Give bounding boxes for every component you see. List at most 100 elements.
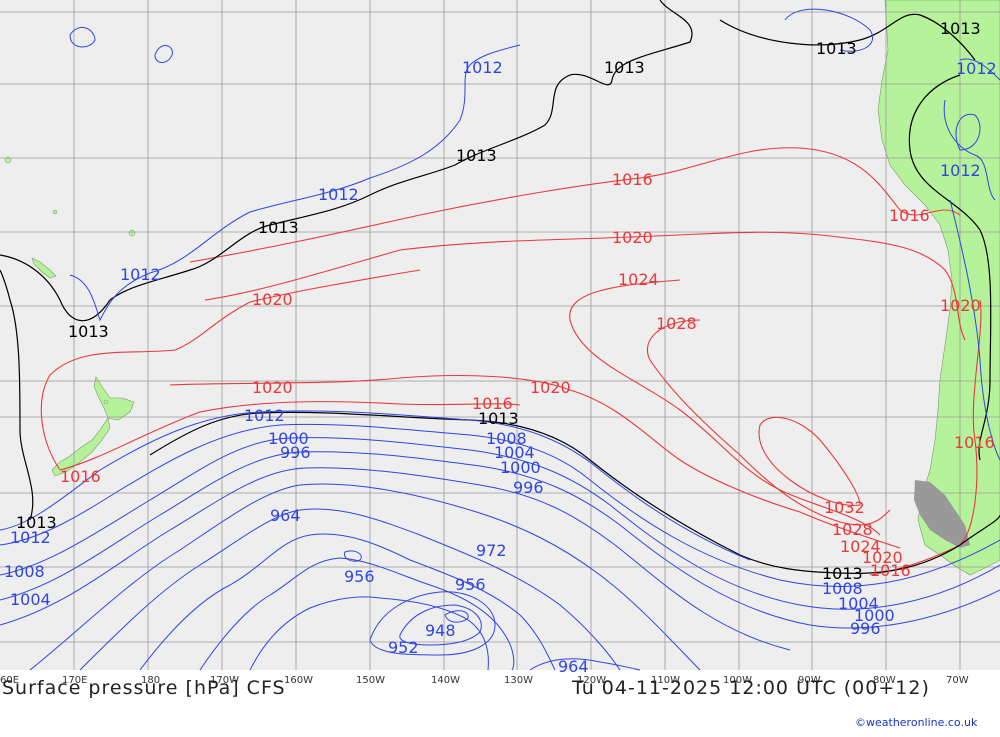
- label-956-b: 956: [455, 575, 486, 594]
- land-island: [128, 229, 136, 237]
- lon-label: 90W: [798, 675, 821, 686]
- label-996-cluster: 996: [280, 443, 311, 462]
- isobar-1013-ne: [719, 13, 976, 61]
- label-1013-i: 1013: [822, 564, 863, 583]
- isobar-1012-sa2: [959, 58, 1000, 81]
- label-1004-w: 1004: [10, 590, 51, 609]
- isobar-1012-sa: [943, 99, 996, 201]
- label-1016-f: 1016: [954, 433, 995, 452]
- label-1020-c: 1020: [252, 378, 293, 397]
- label-956-a: 956: [344, 567, 375, 586]
- isobar-1012-south: [0, 410, 751, 561]
- lon-label: 170E: [62, 675, 87, 686]
- land-new-caledonia: [31, 257, 57, 279]
- isobar-1012-small2: [154, 45, 173, 63]
- land-south-america: [877, 0, 1000, 576]
- lon-label: 120W: [577, 675, 606, 686]
- low-pressure-isobars: [0, 8, 1000, 671]
- isobar-1024: [569, 279, 881, 536]
- isobar-1032: [758, 416, 861, 506]
- label-1013-a: 1013: [68, 322, 109, 341]
- label-964-a: 964: [270, 506, 301, 525]
- land-tierra-del-fuego: [914, 480, 970, 548]
- isobar-1016-north: [189, 147, 961, 263]
- high-isobar-labels: 1016 1016 1020 1020 1024 1028 1020 1016 …: [60, 170, 995, 580]
- label-964-b: 964: [558, 657, 589, 676]
- lon-label: 180: [141, 675, 160, 686]
- low-isobar-labels: 1012 1012 1012 1012 1012 1012 1012 1008 …: [4, 58, 997, 676]
- label-1013-b: 1013: [258, 218, 299, 237]
- label-972: 972: [476, 541, 507, 560]
- reference-isobars: [0, 0, 1000, 574]
- valid-time: Tu 04-11-2025 12:00 UTC (00+12): [572, 677, 930, 699]
- label-1013-g: 1013: [16, 513, 57, 532]
- lon-label: 150W: [356, 675, 385, 686]
- label-1012-a: 1012: [462, 58, 503, 77]
- isobar-1020-mid: [169, 375, 901, 549]
- label-1000-e: 1000: [854, 606, 895, 625]
- high-pressure-isobars: [40, 147, 982, 576]
- land-island: [4, 156, 12, 164]
- label-1013-f: 1013: [940, 19, 981, 38]
- label-1013-h: 1013: [478, 409, 519, 428]
- land-new-zealand-north: [93, 376, 135, 421]
- isobar-1020-north: [204, 231, 966, 341]
- label-1000-s: 1000: [500, 458, 541, 477]
- isobar-1013-north: [0, 0, 693, 322]
- label-1016-d: 1016: [870, 561, 911, 580]
- label-1020-a: 1020: [612, 228, 653, 247]
- isobar-1016-east: [869, 299, 982, 576]
- isobar-1028: [646, 319, 891, 526]
- isobar-1012-north: [149, 44, 521, 274]
- label-1013-e: 1013: [816, 39, 857, 58]
- label-1020-f: 1020: [530, 378, 571, 397]
- label-1024: 1024: [618, 270, 659, 289]
- lon-label: 80W: [873, 675, 896, 686]
- label-952: 952: [388, 638, 419, 657]
- label-1004-e: 1004: [838, 594, 879, 613]
- isobar-1013-main: [149, 411, 1000, 574]
- lon-label: 100W: [723, 675, 752, 686]
- isobar-1012-ne: [784, 8, 873, 52]
- label-1016-c: 1016: [472, 394, 513, 413]
- label-1020-d: 1020: [862, 548, 903, 567]
- label-1032: 1032: [824, 498, 865, 517]
- label-1012-e: 1012: [940, 161, 981, 180]
- label-1016-b: 1016: [889, 206, 930, 225]
- label-1028-b: 1028: [832, 520, 873, 539]
- isobar-1020-south: [40, 269, 421, 471]
- land-island: [103, 399, 109, 405]
- label-948: 948: [425, 621, 456, 640]
- lon-label: 140W: [431, 675, 460, 686]
- label-1004-s: 1004: [494, 443, 535, 462]
- isobar-1012-small: [69, 26, 96, 48]
- reference-isobar-labels: 1013 1013 1013 1013 1013 1013 1013 1013 …: [16, 19, 981, 583]
- isobar-1016-south: [59, 401, 521, 471]
- label-996-e: 996: [850, 619, 881, 638]
- isobar-1013-south: [0, 269, 34, 521]
- map-title: Surface pressure [hPa] CFS: [2, 677, 286, 699]
- label-1012-f: 1012: [244, 406, 285, 425]
- lon-label: 130W: [504, 675, 533, 686]
- longitude-labels: 60E 170E 180 170W 160W 150W 140W 130W 12…: [0, 675, 969, 686]
- label-1020-e: 1020: [940, 296, 981, 315]
- land-new-zealand-south: [51, 417, 111, 477]
- lon-label: 170W: [210, 675, 239, 686]
- credit-link[interactable]: ©weatheronline.co.uk: [855, 716, 978, 729]
- label-1024-b: 1024: [840, 537, 881, 556]
- label-1000-cluster: 1000: [268, 429, 309, 448]
- label-996-s: 996: [513, 478, 544, 497]
- isobar-1012-west: [69, 272, 151, 322]
- label-1013-d: 1013: [604, 58, 645, 77]
- label-1020-b: 1020: [252, 290, 293, 309]
- isobar-1013-sa: [908, 74, 992, 461]
- label-1012-d: 1012: [956, 59, 997, 78]
- label-1012-g: 1012: [10, 528, 51, 547]
- lat-lon-grid: [0, 0, 1000, 670]
- lon-label: 60E: [0, 675, 19, 686]
- lon-label: 70W: [946, 675, 969, 686]
- label-1008-e: 1008: [822, 579, 863, 598]
- label-1008-s: 1008: [486, 429, 527, 448]
